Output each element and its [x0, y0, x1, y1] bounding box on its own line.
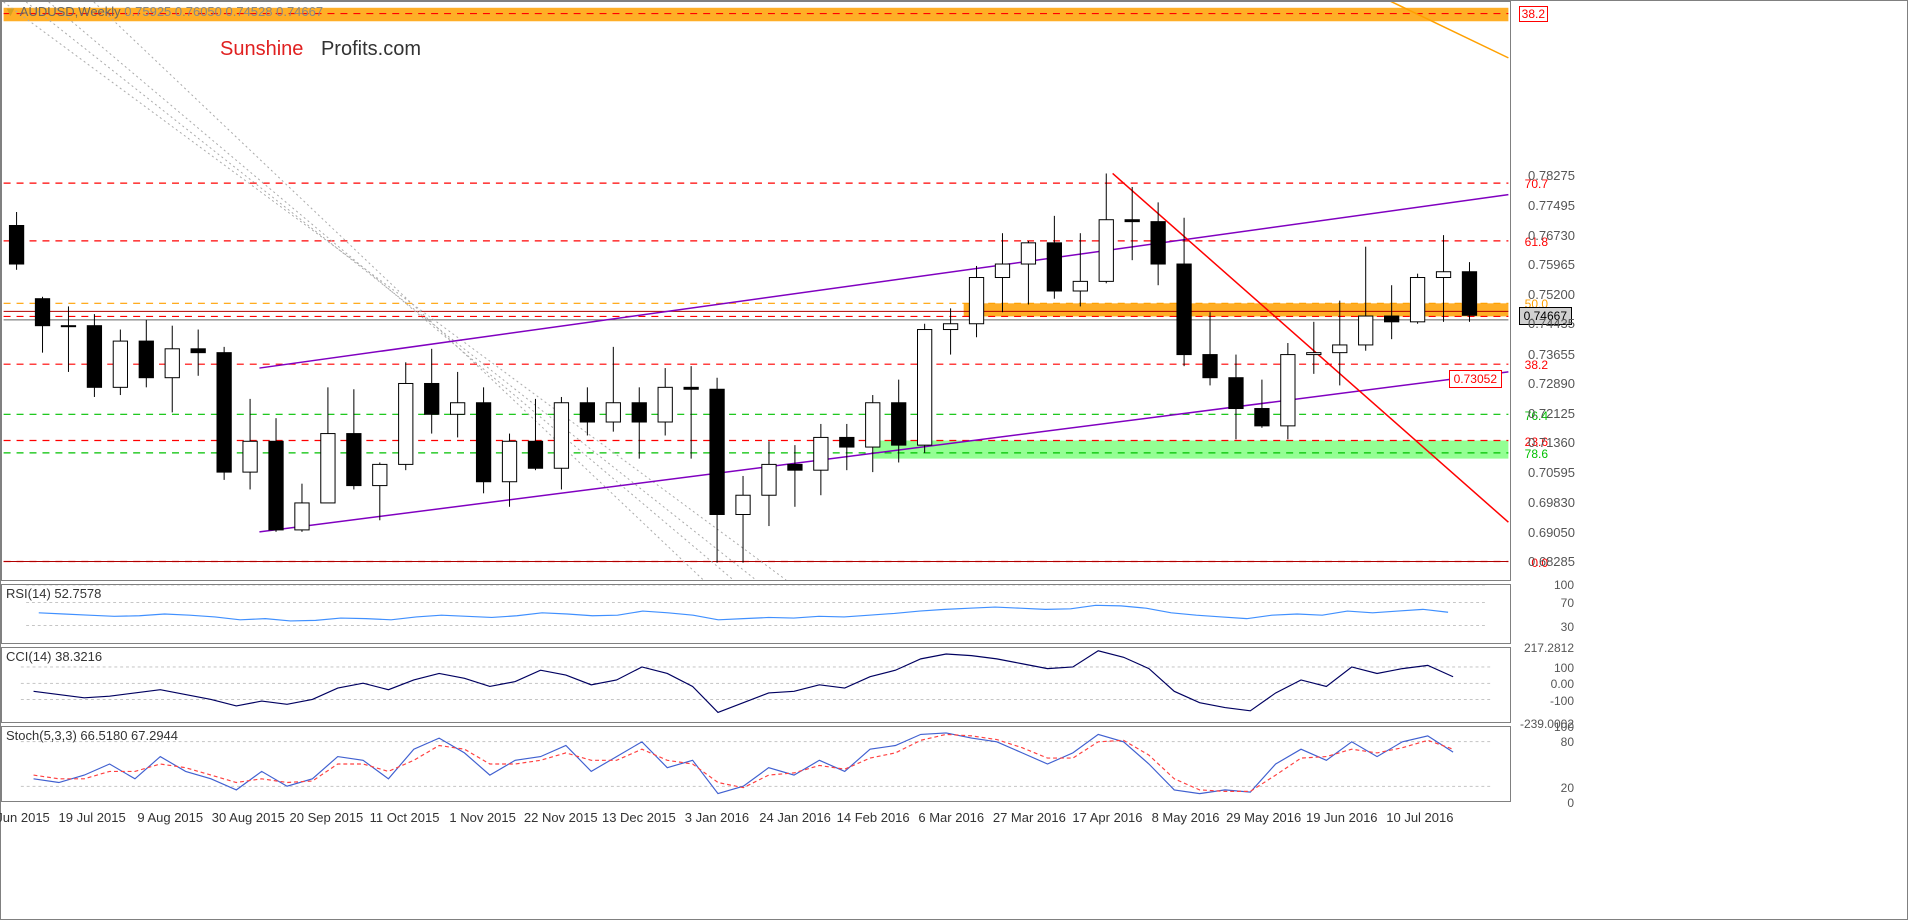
- rsi-label: RSI(14) 52.7578: [6, 586, 101, 601]
- symbol-label: AUDUSD,Weekly: [20, 4, 121, 19]
- price-chart[interactable]: ▼ AUDUSD,Weekly 0.75925 0.76050 0.74528 …: [1, 1, 1511, 581]
- stoch-panel[interactable]: Stoch(5,3,3) 66.5180 67.2944 10080200: [1, 726, 1511, 802]
- price-axis: 0.782750.774950.767300.759650.752000.744…: [1511, 1, 1581, 581]
- chart-overlay: [2, 2, 1510, 580]
- arrow-down-icon: ▼: [4, 4, 17, 19]
- ohlc-label: 0.75925 0.76050 0.74528 0.74667: [124, 4, 323, 19]
- cci-label: CCI(14) 38.3216: [6, 649, 102, 664]
- rsi-plot: [2, 585, 1510, 643]
- cci-axis: 217.28121000.00-100-239.0002: [1510, 648, 1580, 722]
- chart-title: ▼ AUDUSD,Weekly 0.75925 0.76050 0.74528 …: [4, 4, 323, 19]
- chart-container: ▼ AUDUSD,Weekly 0.75925 0.76050 0.74528 …: [0, 0, 1908, 920]
- stoch-plot: [2, 727, 1510, 801]
- time-axis: 28 Jun 201519 Jul 20159 Aug 201530 Aug 2…: [1, 805, 1511, 829]
- rsi-panel[interactable]: RSI(14) 52.7578 3070100: [1, 584, 1511, 644]
- stoch-axis: 10080200: [1510, 727, 1580, 801]
- cci-plot: [2, 648, 1510, 722]
- stoch-label: Stoch(5,3,3) 66.5180 67.2944: [6, 728, 178, 743]
- cci-panel[interactable]: CCI(14) 38.3216 217.28121000.00-100-239.…: [1, 647, 1511, 723]
- rsi-axis: 3070100: [1510, 585, 1580, 643]
- watermark: Sunshine Profits.com: [220, 38, 421, 61]
